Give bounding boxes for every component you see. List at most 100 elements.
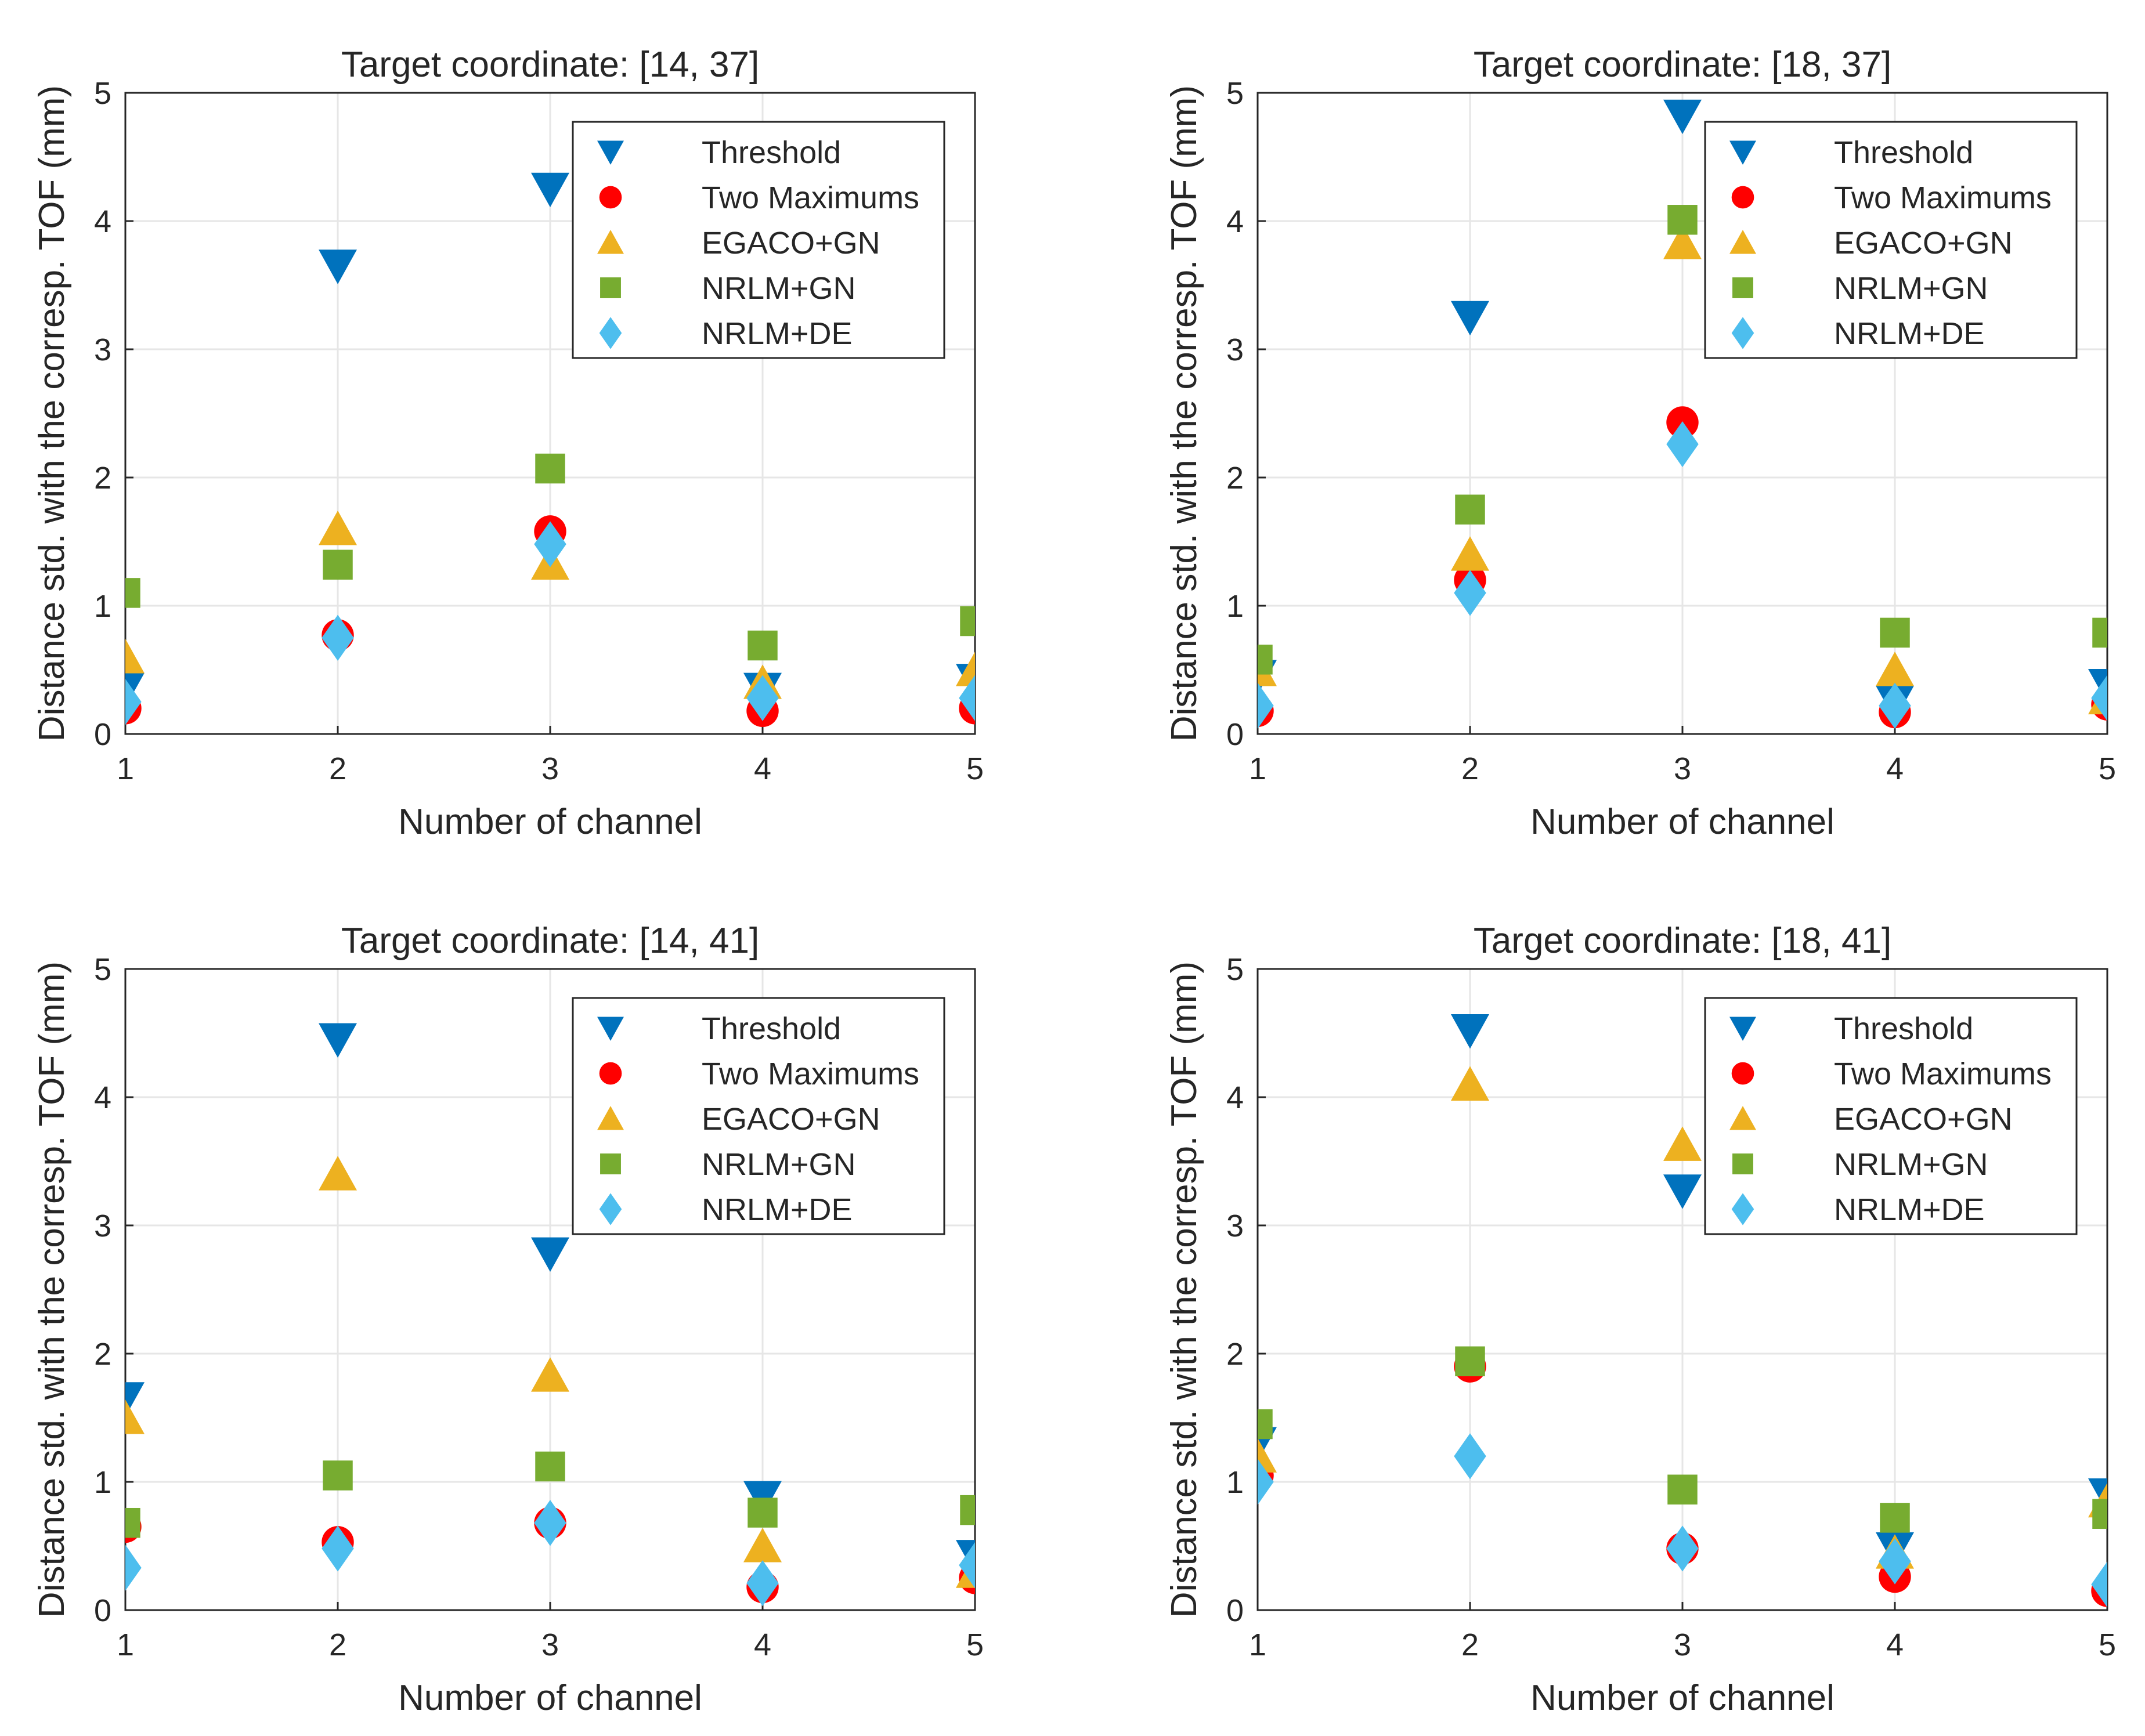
legend-label: NRLM+DE (1834, 316, 1985, 351)
y-tick-label: 4 (94, 204, 111, 239)
y-axis-label: Distance std. with the corresp. TOF (mm) (1164, 85, 1204, 742)
x-tick-label: 5 (2099, 1628, 2116, 1662)
chart-title: Target coordinate: [14, 37] (341, 45, 759, 85)
legend-label: EGACO+GN (1834, 226, 2013, 261)
x-tick-label: 1 (1249, 751, 1266, 786)
data-point (2088, 668, 2107, 704)
legend-label: NRLM+GN (1834, 1147, 1988, 1182)
data-point (1663, 99, 1702, 135)
data-point (1258, 682, 1274, 729)
y-tick-label: 2 (1226, 1337, 1244, 1372)
data-point (1451, 301, 1489, 336)
series-nrlm-gn (125, 1451, 975, 1538)
x-axis-label: Number of channel (398, 802, 702, 842)
x-tick-label: 4 (754, 751, 771, 786)
series-nrlm-de (125, 521, 975, 725)
legend-label: Threshold (1834, 1011, 1973, 1046)
legend-label: EGACO+GN (702, 226, 880, 261)
legend-label: NRLM+DE (702, 1192, 853, 1227)
y-tick-label: 0 (1226, 1593, 1244, 1628)
y-tick-label: 5 (94, 952, 111, 987)
data-point (125, 1382, 145, 1417)
y-tick-label: 3 (1226, 1209, 1244, 1243)
legend-marker (1731, 186, 1754, 209)
legend-marker (1732, 1153, 1753, 1174)
y-tick-label: 0 (94, 1593, 111, 1628)
y-axis-label: Distance std. with the corresp. TOF (mm) (1164, 961, 1204, 1618)
data-point (125, 639, 145, 674)
data-point (1663, 225, 1702, 259)
data-point (2091, 1561, 2107, 1608)
legend-label: Two Maximums (1834, 180, 2052, 215)
x-tick-label: 5 (966, 751, 984, 786)
data-point (746, 675, 779, 721)
data-point (959, 675, 975, 721)
data-point (748, 630, 778, 661)
x-tick-label: 1 (117, 751, 134, 786)
legend-label: EGACO+GN (1834, 1102, 2013, 1137)
y-tick-label: 0 (94, 717, 111, 752)
legend-label: NRLM+GN (702, 271, 856, 306)
data-points (1258, 1014, 2107, 1608)
data-point (322, 1525, 354, 1572)
data-point (2092, 1499, 2107, 1529)
data-point (1876, 652, 1914, 686)
legend-label: Threshold (702, 1011, 841, 1046)
data-point (531, 1357, 569, 1392)
x-tick-label: 1 (1249, 1628, 1266, 1662)
data-point (323, 549, 353, 580)
data-point (1879, 682, 1911, 729)
legend-label: Two Maximums (1834, 1057, 2052, 1091)
data-point (535, 1451, 565, 1482)
data-point (956, 652, 975, 686)
y-axis-label: Distance std. with the corresp. TOF (mm) (32, 85, 72, 742)
legend-marker (599, 186, 622, 209)
legend-box (572, 997, 945, 1235)
x-axis-label: Number of channel (398, 1678, 702, 1718)
data-point (960, 1495, 975, 1525)
data-point (322, 614, 354, 661)
legend-marker (1729, 140, 1756, 165)
y-tick-label: 4 (94, 1080, 111, 1115)
legend: Threshold Two Maximums EGACO+GN NRLM+GN NRLM… (572, 121, 945, 359)
data-point (531, 1237, 569, 1272)
legend-box (572, 121, 945, 359)
x-tick-label: 3 (541, 751, 559, 786)
chart-title: Target coordinate: [18, 37] (1474, 45, 1891, 85)
legend-marker (1732, 277, 1753, 298)
data-point (319, 1156, 357, 1191)
y-tick-label: 1 (1226, 1465, 1244, 1500)
legend-label: NRLM+DE (1834, 1192, 1985, 1227)
data-point (1455, 1346, 1485, 1376)
data-point (125, 1399, 145, 1434)
data-point (125, 679, 142, 725)
series-nrlm-gn (1258, 1346, 2107, 1533)
x-tick-label: 5 (2099, 751, 2116, 786)
legend-marker (599, 1193, 622, 1225)
legend-box (1704, 997, 2078, 1235)
y-tick-label: 1 (94, 589, 111, 624)
legend-marker (597, 1106, 624, 1130)
data-point (1258, 1459, 1274, 1505)
x-axis-label: Number of channel (1530, 802, 1835, 842)
legend-marker (1731, 1193, 1754, 1225)
data-point (323, 1460, 353, 1491)
x-tick-label: 1 (117, 1628, 134, 1662)
legend-label: NRLM+DE (702, 316, 853, 351)
data-point (319, 249, 357, 284)
y-tick-label: 4 (1226, 1080, 1244, 1115)
data-point (125, 672, 145, 707)
y-tick-label: 3 (1226, 332, 1244, 367)
legend-marker (597, 230, 624, 254)
x-tick-label: 3 (1674, 1628, 1691, 1662)
data-point (1258, 645, 1273, 675)
data-point (1454, 570, 1486, 616)
x-tick-label: 4 (1886, 751, 1904, 786)
data-point (1880, 617, 1910, 648)
data-point (1451, 1066, 1489, 1101)
legend-label: Two Maximums (702, 180, 919, 215)
series-nrlm-de (1258, 421, 2107, 729)
legend-label: Two Maximums (702, 1057, 919, 1091)
